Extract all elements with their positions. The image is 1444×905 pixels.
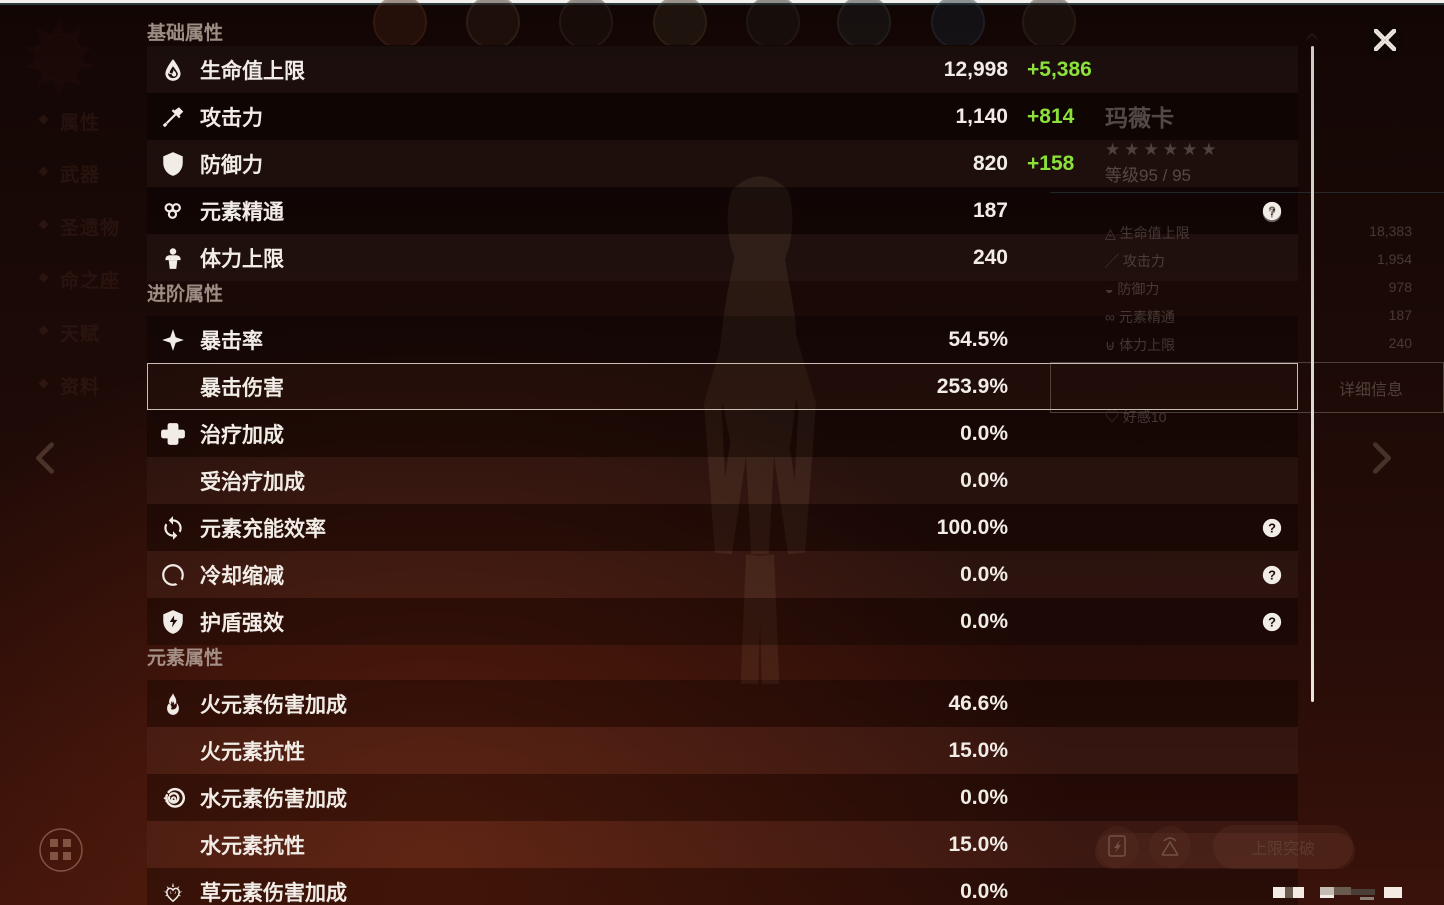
svg-text:?: ? [1268, 520, 1276, 535]
svg-text:?: ? [1268, 203, 1276, 218]
svg-text:?: ? [1268, 614, 1276, 629]
svg-text:?: ? [1268, 567, 1276, 582]
